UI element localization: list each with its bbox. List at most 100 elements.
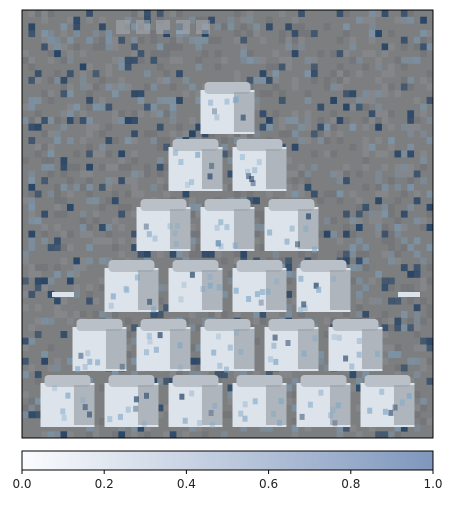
cube-shadow <box>137 270 159 310</box>
noise-cell <box>355 203 363 211</box>
noise-cell <box>368 96 376 104</box>
noise-cell <box>214 371 222 379</box>
noise-cell <box>34 317 42 325</box>
noise-cell <box>66 317 74 325</box>
noise-cell <box>298 137 305 145</box>
noise-cell <box>426 117 433 124</box>
noise-cell <box>278 56 286 64</box>
noise-cell <box>188 310 196 318</box>
noise-cell <box>156 143 164 151</box>
noise-cell <box>413 411 421 419</box>
noise-cell <box>47 56 55 64</box>
noise-cell <box>156 310 164 318</box>
noise-cell <box>426 337 433 345</box>
noise-cell <box>54 244 61 252</box>
cube-speckle <box>152 235 158 242</box>
noise-cell <box>86 117 93 124</box>
noise-cell <box>99 310 106 318</box>
noise-cell <box>400 36 408 44</box>
noise-cell <box>34 10 42 17</box>
noise-cell <box>86 163 93 171</box>
cube-speckle <box>224 98 230 105</box>
noise-cell <box>272 70 280 78</box>
cube-speckle <box>174 222 180 229</box>
noise-cell <box>131 110 138 118</box>
noise-cell <box>343 70 350 78</box>
cube-top <box>172 375 219 387</box>
noise-cell <box>41 36 48 44</box>
cube-shadow <box>265 385 287 425</box>
noise-cell <box>310 130 318 138</box>
noise-cell <box>368 277 376 285</box>
noise-cell <box>330 83 337 91</box>
noise-cell <box>426 96 433 104</box>
noise-cell <box>41 237 48 245</box>
noise-cell <box>291 83 299 91</box>
cube-speckle <box>61 414 67 421</box>
noise-cell <box>368 217 376 225</box>
noise-cell <box>66 244 74 252</box>
cube <box>136 199 191 251</box>
noise-cell <box>131 10 138 17</box>
cube-speckle <box>268 356 273 363</box>
noise-cell <box>188 83 196 91</box>
noise-cell <box>259 310 267 318</box>
noise-cell <box>188 16 196 24</box>
cube-shadow <box>361 329 383 369</box>
cube-speckle <box>349 363 355 370</box>
noise-cell <box>362 163 370 171</box>
noise-cell <box>47 50 55 58</box>
noise-cell <box>298 36 305 44</box>
noise-cell <box>355 404 363 412</box>
noise-cell <box>362 96 370 104</box>
cube-speckle <box>209 162 215 169</box>
noise-cell <box>413 237 421 245</box>
noise-cell <box>47 344 55 352</box>
noise-cell <box>407 170 415 178</box>
noise-cell <box>195 364 203 372</box>
noise-cell <box>34 264 42 272</box>
noise-cell <box>34 110 42 118</box>
noise-cell <box>317 117 325 124</box>
noise-cell <box>413 324 421 332</box>
noise-cell <box>221 411 228 419</box>
noise-cell <box>413 96 421 104</box>
noise-cell <box>131 23 138 31</box>
noise-cell <box>368 36 376 44</box>
noise-cell <box>22 337 29 345</box>
noise-cell <box>163 190 170 198</box>
noise-cell <box>124 344 132 352</box>
noise-cell <box>343 50 350 58</box>
noise-cell <box>131 237 138 245</box>
noise-cell <box>266 76 273 84</box>
noise-cell <box>304 70 312 78</box>
noise-cell <box>144 70 151 78</box>
noise-cell <box>291 76 299 84</box>
noise-cell <box>79 264 87 272</box>
noise-cell <box>221 150 228 158</box>
noise-cell <box>407 150 415 158</box>
cube-speckle <box>214 114 220 121</box>
noise-cell <box>34 270 42 278</box>
noise-cell <box>381 150 389 158</box>
cube-speckle <box>252 398 258 405</box>
noise-cell <box>343 177 350 185</box>
cube-speckle <box>316 286 322 293</box>
noise-cell <box>336 170 344 178</box>
noise-cell <box>105 123 113 131</box>
noise-cell <box>144 424 151 432</box>
noise-cell <box>79 224 87 231</box>
cube-speckle <box>267 229 273 236</box>
noise-cell <box>291 30 299 38</box>
cube-speckle <box>189 271 195 278</box>
noise-cell <box>400 16 408 24</box>
cube-top <box>172 139 219 151</box>
noise-cell <box>111 90 119 98</box>
noise-cell <box>47 117 55 124</box>
cube-speckle <box>78 352 84 359</box>
noise-cell <box>131 50 138 58</box>
noise-cell <box>246 16 254 24</box>
noise-cell <box>28 63 36 71</box>
noise-cell <box>317 197 325 205</box>
noise-cell <box>400 150 408 158</box>
